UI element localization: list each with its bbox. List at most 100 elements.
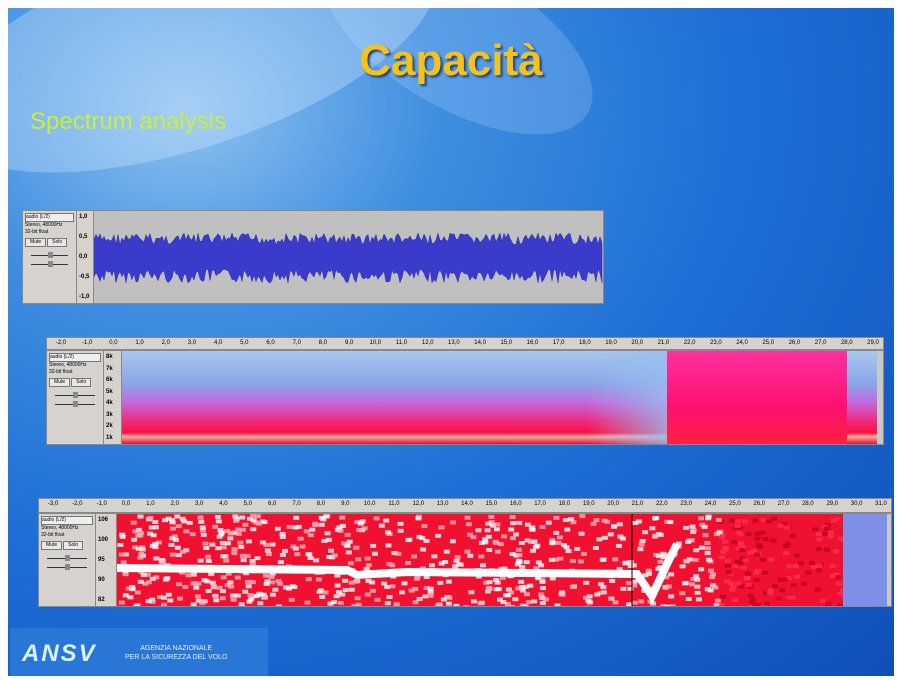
track-control: audio (L/2) Stereo, 48000Hz 32-bit float Mu… xyxy=(23,211,77,303)
speckle xyxy=(829,574,836,579)
speckle xyxy=(539,525,546,529)
speckle xyxy=(793,553,800,558)
speckle xyxy=(292,525,299,530)
speckle xyxy=(341,541,348,546)
speckle xyxy=(523,560,530,565)
speckle xyxy=(631,583,638,588)
speckle xyxy=(729,585,736,589)
track-button[interactable]: Mute xyxy=(49,378,71,387)
speckle xyxy=(399,590,405,595)
speckle xyxy=(662,585,669,590)
speckle xyxy=(693,574,700,579)
timeline-label: -3,0 xyxy=(47,501,59,507)
timeline-label: 18,0 xyxy=(558,501,571,507)
speckle xyxy=(169,520,176,525)
speckle xyxy=(260,592,267,597)
speckle xyxy=(755,603,762,606)
timeline-label: 22,0 xyxy=(683,340,696,346)
speckle xyxy=(708,568,714,573)
speckle xyxy=(246,599,253,604)
speckle xyxy=(356,527,363,532)
speckle xyxy=(789,595,796,600)
speckle xyxy=(264,548,271,553)
speckle xyxy=(137,579,144,584)
speckle xyxy=(215,519,222,524)
speckle xyxy=(734,524,741,529)
speckle xyxy=(450,520,456,525)
speckle xyxy=(323,514,330,519)
speckle xyxy=(834,575,841,580)
speckle xyxy=(583,595,590,600)
speckle xyxy=(149,599,156,604)
button-row: Mute Solo xyxy=(41,539,93,550)
speckle xyxy=(509,604,516,606)
track-button[interactable]: Mute xyxy=(41,541,63,550)
speckle xyxy=(309,527,316,532)
speckle xyxy=(749,597,756,602)
speckle xyxy=(565,549,572,554)
speckle xyxy=(604,519,611,524)
speckle xyxy=(334,573,341,578)
speckle xyxy=(464,549,471,554)
speckle xyxy=(244,579,251,584)
speckle xyxy=(351,603,358,606)
speckle xyxy=(559,590,566,595)
speckle xyxy=(768,557,775,562)
speckle xyxy=(519,565,526,570)
speckle xyxy=(468,590,475,595)
speckle xyxy=(452,564,459,569)
speckle xyxy=(385,530,392,535)
speckle xyxy=(837,592,843,597)
speckle xyxy=(611,524,617,529)
track-button[interactable]: Mute xyxy=(25,238,47,247)
speckle xyxy=(186,520,193,525)
speckle xyxy=(234,593,241,598)
speckle xyxy=(784,541,791,546)
speckle xyxy=(132,529,139,534)
speckle xyxy=(423,575,430,579)
speckle xyxy=(234,527,241,532)
speckle xyxy=(562,518,569,522)
speckle xyxy=(631,579,638,584)
speckle xyxy=(249,580,256,585)
speckle xyxy=(816,568,823,573)
track-button[interactable]: Solo xyxy=(63,541,84,550)
track-button[interactable]: Solo xyxy=(47,238,68,247)
track-name: audio (L/2) xyxy=(49,353,101,362)
timeline: -3,0 -2,0 -1,0 0,0 1,0 2,0 3,0 4,0 5,0 6,0 7,0 8,0 9… xyxy=(38,498,892,513)
timeline-label: 5,0 xyxy=(240,340,249,346)
speckle xyxy=(132,545,139,550)
speckle xyxy=(408,588,415,593)
speckle xyxy=(157,595,163,599)
speckle xyxy=(790,533,796,538)
speckle xyxy=(365,578,372,583)
speckle xyxy=(510,521,516,526)
speckle xyxy=(393,602,400,606)
speckle xyxy=(608,596,615,601)
speckle xyxy=(359,519,366,524)
speckle xyxy=(534,543,541,548)
speckle xyxy=(823,526,830,531)
speckle xyxy=(524,592,530,597)
timeline-label: 8,0 xyxy=(318,340,328,346)
speckle xyxy=(625,581,632,586)
speckle xyxy=(471,599,477,604)
speckle xyxy=(285,586,292,591)
speckle xyxy=(219,589,226,594)
speckle xyxy=(342,578,349,583)
speckle xyxy=(583,580,590,585)
button-row: Mute Solo xyxy=(25,236,74,247)
speckle xyxy=(747,604,754,606)
speckle xyxy=(792,564,799,569)
speckle xyxy=(754,531,761,536)
speckle xyxy=(249,514,256,519)
speckle xyxy=(695,597,702,602)
track-button[interactable]: Solo xyxy=(71,378,92,387)
speckle xyxy=(827,530,834,535)
speckle xyxy=(714,603,721,606)
speckle xyxy=(782,577,788,582)
speckle xyxy=(204,554,211,559)
speckle xyxy=(348,580,355,585)
speckle xyxy=(612,600,619,605)
